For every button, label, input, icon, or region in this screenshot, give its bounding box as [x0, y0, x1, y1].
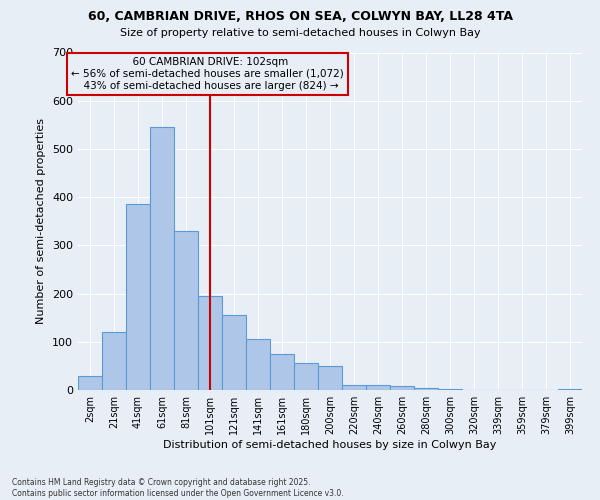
- X-axis label: Distribution of semi-detached houses by size in Colwyn Bay: Distribution of semi-detached houses by …: [163, 440, 497, 450]
- Bar: [126, 204, 150, 390]
- Text: 60 CAMBRIAN DRIVE: 102sqm
← 56% of semi-detached houses are smaller (1,072)
  43: 60 CAMBRIAN DRIVE: 102sqm ← 56% of semi-…: [71, 58, 344, 90]
- Text: Size of property relative to semi-detached houses in Colwyn Bay: Size of property relative to semi-detach…: [119, 28, 481, 38]
- Bar: [366, 385, 390, 390]
- Bar: [198, 296, 222, 390]
- Text: 60, CAMBRIAN DRIVE, RHOS ON SEA, COLWYN BAY, LL28 4TA: 60, CAMBRIAN DRIVE, RHOS ON SEA, COLWYN …: [88, 10, 512, 23]
- Bar: [390, 386, 414, 390]
- Bar: [318, 366, 342, 390]
- Text: Contains HM Land Registry data © Crown copyright and database right 2025.
Contai: Contains HM Land Registry data © Crown c…: [12, 478, 344, 498]
- Bar: [174, 231, 198, 390]
- Bar: [102, 332, 126, 390]
- Bar: [246, 340, 270, 390]
- Bar: [414, 388, 438, 390]
- Bar: [270, 354, 294, 390]
- Bar: [342, 385, 366, 390]
- Bar: [78, 376, 102, 390]
- Y-axis label: Number of semi-detached properties: Number of semi-detached properties: [37, 118, 46, 324]
- Bar: [150, 127, 174, 390]
- Bar: [438, 389, 462, 390]
- Bar: [294, 364, 318, 390]
- Bar: [222, 316, 246, 390]
- Bar: [558, 389, 582, 390]
